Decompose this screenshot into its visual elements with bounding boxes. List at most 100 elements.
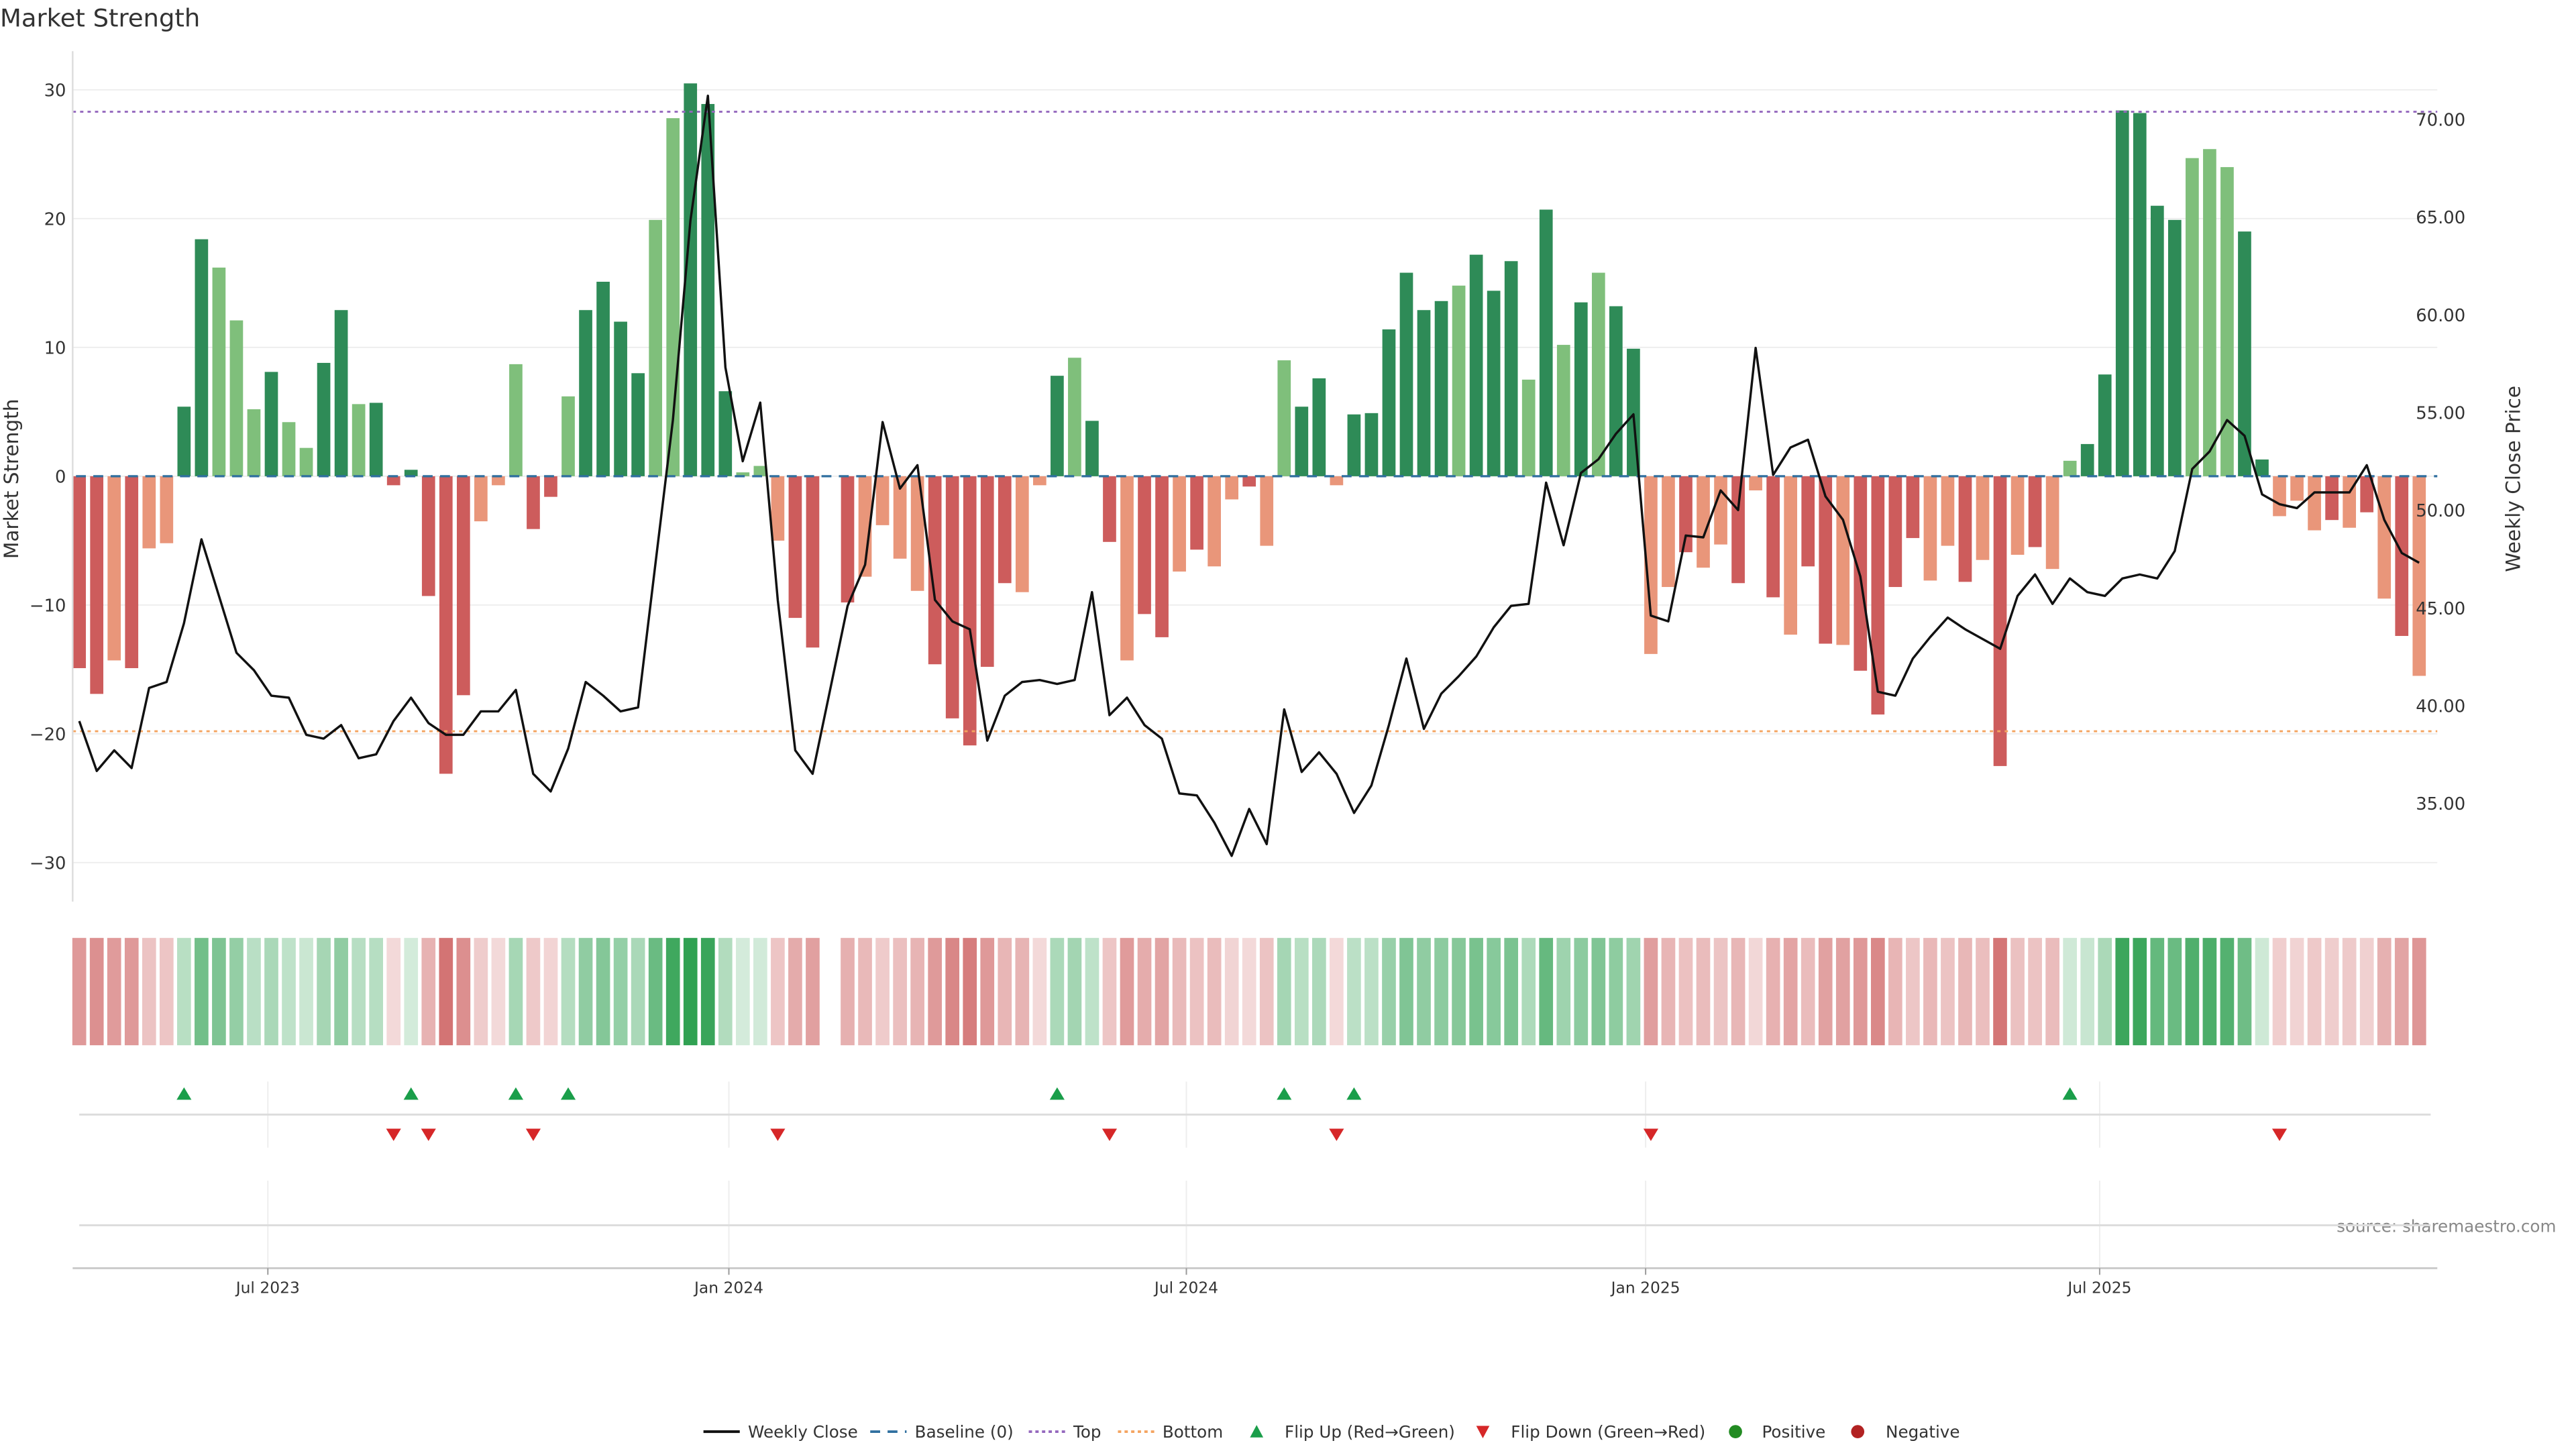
heatmap-cell [1277, 938, 1291, 1046]
heatmap-cell [1364, 938, 1379, 1046]
strength-bar [1208, 476, 1221, 567]
strength-bar [2255, 459, 2269, 476]
heatmap-cell [282, 938, 296, 1046]
strength-bar [753, 466, 767, 476]
heatmap-cell [526, 938, 541, 1046]
strength-bar [2412, 476, 2426, 676]
legend-flip-up-icon [1250, 1425, 1264, 1438]
strength-bar [2028, 476, 2042, 547]
strength-bar [72, 476, 86, 668]
heatmap-cell [491, 938, 506, 1046]
y2-axis-label: Weekly Close Price [2502, 386, 2524, 572]
strength-bar [1819, 476, 1833, 644]
heatmap-cell [317, 938, 331, 1046]
heatmap-cell [2377, 938, 2392, 1046]
strength-bar [386, 476, 400, 486]
strength-bar [2150, 205, 2164, 476]
heatmap-cell [2307, 938, 2322, 1046]
strength-bar [421, 476, 435, 596]
strength-bar [1539, 209, 1553, 476]
heatmap-cell [2324, 938, 2339, 1046]
strength-bar [1173, 476, 1186, 572]
strength-bar [212, 267, 226, 476]
strength-bar [893, 476, 907, 559]
heatmap-cell [1259, 938, 1274, 1046]
strength-bar [1906, 476, 1920, 539]
heatmap-cell [1958, 938, 1972, 1046]
strength-bar [1697, 476, 1710, 568]
strength-bar [2010, 476, 2025, 555]
strength-bar [1836, 476, 1850, 645]
heatmap-cell [212, 938, 226, 1046]
heatmap-cell [247, 938, 261, 1046]
heatmap-cell [578, 938, 593, 1046]
x-tick-label: Jul 2024 [1153, 1278, 1218, 1297]
y2-tick-label: 60.00 [2416, 306, 2465, 326]
strength-bar [596, 281, 610, 476]
flip-down-icon [1329, 1128, 1344, 1141]
strength-heatmap [72, 938, 2426, 1046]
strength-bar [2168, 219, 2182, 476]
heatmap-cell [1085, 938, 1099, 1046]
heatmap-cell [2028, 938, 2042, 1046]
flip-down-icon [2271, 1128, 2288, 1141]
strength-bar [369, 402, 383, 476]
heatmap-cell [2237, 938, 2252, 1046]
y2-tick-label: 40.00 [2416, 696, 2465, 716]
y2-tick-label: 55.00 [2416, 404, 2465, 424]
heatmap-cell [1521, 938, 1536, 1046]
heatmap-cell [195, 938, 209, 1046]
x-tick-label: Jan 2025 [1610, 1278, 1680, 1297]
strength-bar [527, 476, 540, 529]
heatmap-cell [1382, 938, 1396, 1046]
y2-tick-label: 65.00 [2416, 208, 2465, 228]
strength-bar [684, 83, 698, 476]
heatmap-cell [1155, 938, 1169, 1046]
heatmap-cell [334, 938, 348, 1046]
y-tick-label: −30 [30, 854, 66, 874]
heatmap-cell [1504, 938, 1519, 1046]
strength-bar [334, 310, 348, 476]
strength-bar [1155, 476, 1169, 637]
strength-bar [1015, 476, 1029, 592]
strength-bar [1399, 272, 1413, 476]
heatmap-cell [1853, 938, 1868, 1046]
heatmap-cell [369, 938, 384, 1046]
flip-up-icon [508, 1087, 523, 1100]
heatmap-cell [1591, 938, 1606, 1046]
heatmap-cell [2098, 938, 2112, 1046]
heatmap-cell [2290, 938, 2304, 1046]
strength-bar [1766, 476, 1780, 598]
strength-bar [1591, 272, 1605, 476]
heatmap-cell [1696, 938, 1711, 1046]
strength-bar [614, 321, 627, 476]
strength-bar [1068, 358, 1081, 476]
reference-lines [72, 111, 2438, 733]
strength-bar [736, 472, 750, 476]
heatmap-cell [910, 938, 924, 1046]
strength-bar [2045, 476, 2059, 570]
flip-down-icon [770, 1128, 786, 1141]
strength-bar [282, 422, 296, 476]
strength-bar [142, 476, 156, 549]
strength-bar [1941, 476, 1955, 546]
strength-bar [963, 476, 977, 746]
strength-bar [1347, 414, 1361, 476]
strength-bar [1504, 261, 1518, 476]
strength-bar [1225, 476, 1239, 500]
legend-label: Weekly Close [748, 1422, 858, 1442]
heatmap-cell [1609, 938, 1623, 1046]
flip-down-icon [525, 1128, 541, 1141]
heatmap-cell [421, 938, 436, 1046]
heatmap-cell [1644, 938, 1658, 1046]
heatmap-cell [875, 938, 890, 1046]
heatmap-cell [1993, 938, 2007, 1046]
heatmap-cell [1487, 938, 1501, 1046]
strength-bar [1260, 476, 1274, 546]
strength-bar [1242, 476, 1256, 487]
strength-bar [2360, 476, 2374, 513]
strength-bar [1312, 378, 1326, 476]
strength-bar [2308, 476, 2321, 531]
heatmap-cell [1330, 938, 1344, 1046]
